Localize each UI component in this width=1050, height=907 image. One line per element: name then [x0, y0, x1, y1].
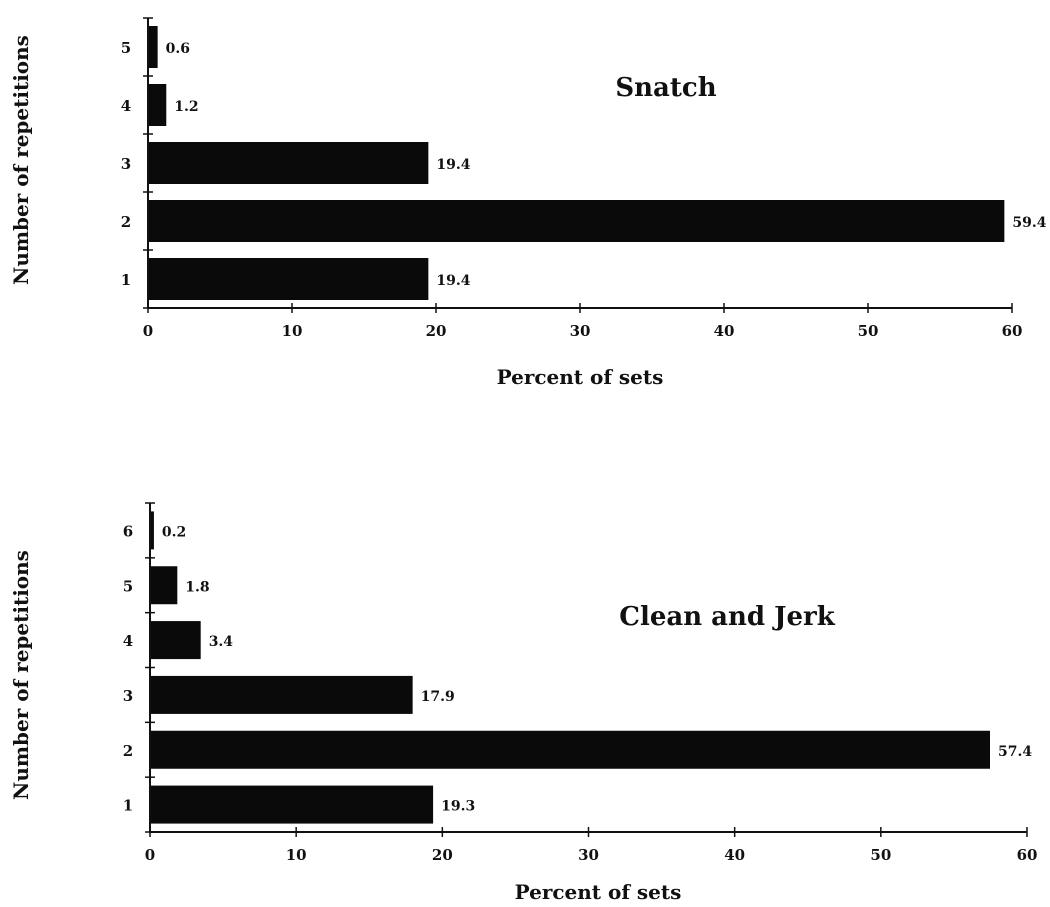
x-tick-label: 10 — [282, 322, 303, 340]
bar-value-label: 1.8 — [185, 579, 209, 595]
x-tick-label: 30 — [570, 322, 591, 340]
bar — [149, 258, 429, 300]
x-tick-label: 20 — [426, 322, 447, 340]
x-tick-label: 30 — [578, 846, 599, 864]
x-tick-label: 40 — [724, 846, 745, 864]
x-tick-label: 10 — [286, 846, 307, 864]
bar-value-label: 17.9 — [421, 689, 455, 705]
chart-title: Clean and Jerk — [619, 602, 835, 632]
bar — [149, 142, 429, 184]
bar-value-label: 0.6 — [166, 41, 190, 57]
category-label: 3 — [123, 687, 133, 705]
category-label: 6 — [123, 522, 133, 540]
bar — [151, 675, 413, 714]
bar — [149, 84, 167, 126]
bar-value-label: 0.2 — [162, 524, 186, 540]
x-tick-label: 0 — [145, 846, 155, 864]
bar — [151, 566, 178, 605]
bar-value-label: 3.4 — [209, 634, 234, 650]
category-label: 2 — [121, 213, 131, 231]
x-tick-label: 50 — [858, 322, 879, 340]
category-label: 4 — [123, 632, 133, 650]
bar — [149, 26, 158, 68]
category-label: 1 — [123, 797, 133, 815]
category-label: 2 — [123, 742, 133, 760]
bar-value-label: 19.4 — [436, 273, 470, 289]
x-axis-title: Percent of sets — [497, 365, 664, 389]
x-tick-label: 40 — [714, 322, 735, 340]
x-tick-label: 0 — [143, 322, 153, 340]
category-label: 5 — [123, 577, 133, 595]
bar — [149, 200, 1005, 242]
bar — [151, 621, 201, 660]
category-label: 3 — [121, 155, 131, 173]
x-axis-title: Percent of sets — [515, 880, 682, 904]
bar-value-label: 59.4 — [1012, 215, 1046, 231]
y-axis-title: Number of repetitions — [9, 35, 33, 285]
category-label: 1 — [121, 271, 131, 289]
category-label: 4 — [121, 97, 131, 115]
x-tick-label: 60 — [1017, 846, 1038, 864]
bar — [151, 511, 154, 550]
x-tick-label: 20 — [432, 846, 453, 864]
category-label: 5 — [121, 39, 131, 57]
bar-value-label: 57.4 — [998, 744, 1032, 760]
bar-value-label: 19.3 — [441, 799, 475, 815]
bar-value-label: 19.4 — [436, 157, 470, 173]
y-axis-title: Number of repetitions — [9, 550, 33, 800]
chart-title: Snatch — [615, 73, 716, 103]
x-tick-label: 50 — [870, 846, 891, 864]
x-tick-label: 60 — [1002, 322, 1023, 340]
bar-value-label: 1.2 — [174, 99, 198, 115]
bar — [151, 730, 990, 769]
bar — [151, 785, 434, 824]
